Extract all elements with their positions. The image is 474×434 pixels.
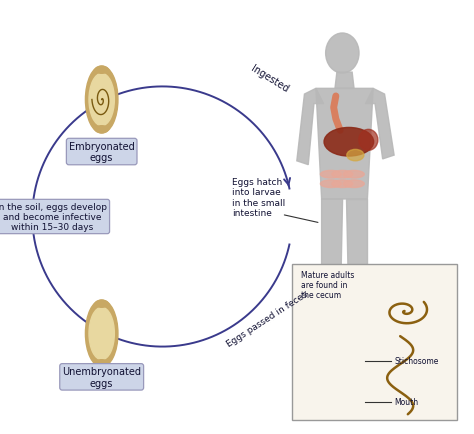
Polygon shape bbox=[335, 73, 354, 89]
Polygon shape bbox=[346, 200, 367, 292]
Ellipse shape bbox=[326, 34, 359, 74]
Text: Eggs passed in feces: Eggs passed in feces bbox=[225, 289, 310, 348]
Ellipse shape bbox=[89, 74, 114, 126]
Ellipse shape bbox=[320, 181, 341, 188]
Ellipse shape bbox=[343, 171, 365, 178]
Ellipse shape bbox=[85, 300, 118, 367]
Polygon shape bbox=[316, 89, 373, 200]
FancyBboxPatch shape bbox=[292, 265, 457, 420]
Ellipse shape bbox=[95, 126, 109, 133]
Ellipse shape bbox=[332, 171, 353, 178]
Text: Mouth: Mouth bbox=[395, 397, 419, 406]
Text: Ingested: Ingested bbox=[249, 63, 291, 94]
Polygon shape bbox=[365, 89, 394, 160]
Polygon shape bbox=[322, 200, 343, 292]
Ellipse shape bbox=[347, 150, 364, 161]
Text: Mature adults
are found in
the cecum: Mature adults are found in the cecum bbox=[301, 270, 355, 300]
Text: In the soil, eggs develop
and become infective
within 15–30 days: In the soil, eggs develop and become inf… bbox=[0, 202, 107, 232]
Ellipse shape bbox=[95, 301, 109, 308]
Polygon shape bbox=[297, 89, 324, 165]
Ellipse shape bbox=[343, 181, 365, 188]
Ellipse shape bbox=[324, 128, 374, 157]
Ellipse shape bbox=[332, 181, 353, 188]
Text: Unembryonated
eggs: Unembryonated eggs bbox=[62, 366, 141, 388]
Ellipse shape bbox=[89, 308, 114, 360]
Ellipse shape bbox=[85, 67, 118, 134]
Text: Embryonated
eggs: Embryonated eggs bbox=[69, 141, 135, 163]
Ellipse shape bbox=[359, 130, 378, 151]
Text: Stichosome: Stichosome bbox=[395, 357, 439, 365]
Ellipse shape bbox=[95, 360, 109, 367]
Ellipse shape bbox=[95, 67, 109, 74]
Text: Eggs hatch
into larvae
in the small
intestine: Eggs hatch into larvae in the small inte… bbox=[232, 178, 285, 217]
Ellipse shape bbox=[320, 171, 341, 178]
